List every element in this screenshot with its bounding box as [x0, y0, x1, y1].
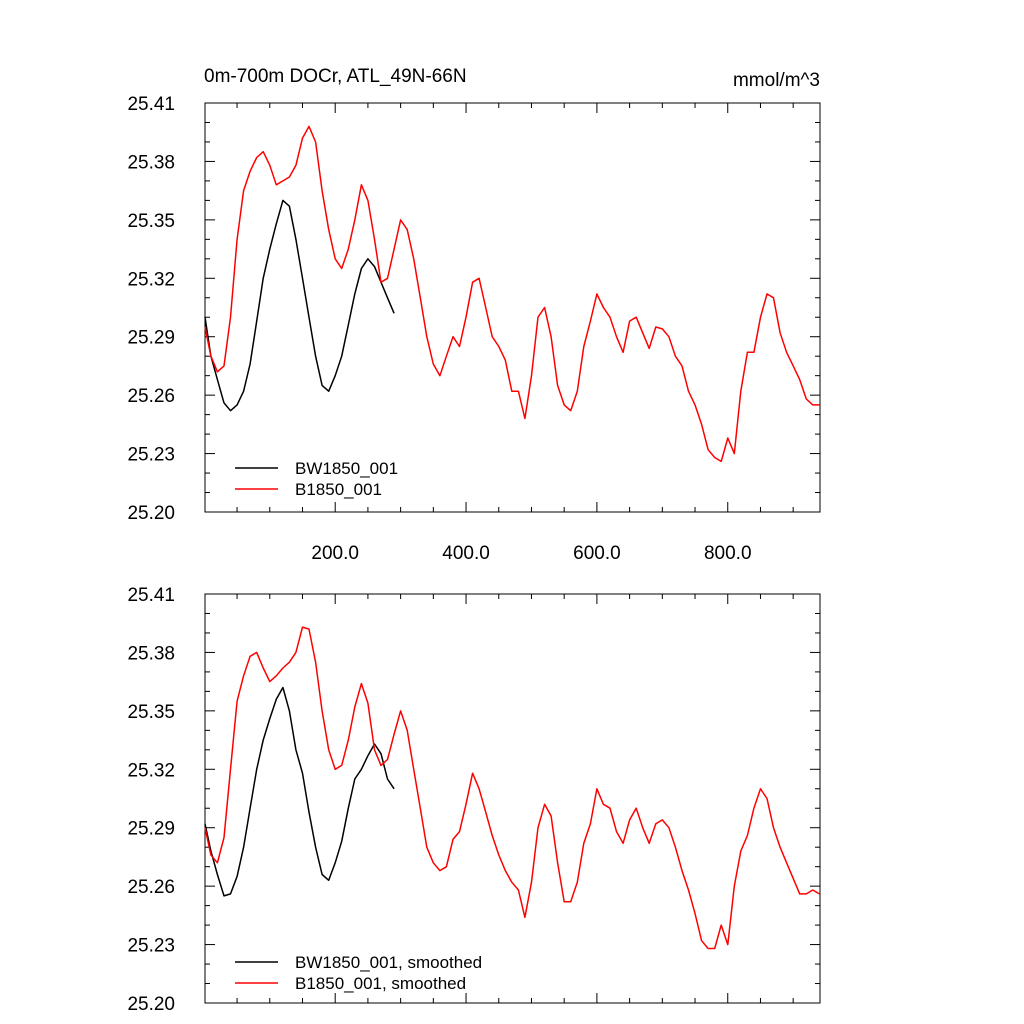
x-tick-label: 800.0 [704, 543, 752, 564]
y-tick-label: 25.38 [127, 643, 175, 664]
y-tick-label: 25.41 [127, 585, 175, 606]
y-tick-label: 25.32 [127, 760, 175, 781]
y-tick-label: 25.35 [127, 211, 175, 232]
y-tick-label: 25.23 [127, 445, 175, 466]
y-tick-label: 25.29 [127, 819, 175, 840]
series-line-1 [204, 199, 395, 412]
series-line-2 [204, 626, 820, 950]
plot-frame [204, 593, 821, 1004]
bottom-panel: 25.20 25.23 25.26 25.29 25.32 25.35 25.38 25.41… [127, 585, 821, 1015]
units-label: mmol/m^3 [733, 70, 820, 91]
top-panel: 25.20 25.23 25.26 25.29 25.32 25.35 25.38 25.41… [127, 94, 821, 564]
y-tick-label: 25.38 [127, 152, 175, 173]
legend-label-2: B1850_001 [295, 480, 382, 499]
x-tick-label: 400.0 [442, 543, 490, 564]
series-line-1 [204, 686, 395, 897]
plot-frame [204, 102, 821, 513]
y-tick-label: 25.41 [127, 94, 175, 115]
y-tick-label: 25.20 [127, 503, 175, 524]
legend-label-1: BW1850_001, smoothed [295, 953, 482, 972]
x-tick-label: 200.0 [311, 543, 359, 564]
x-tick-label: 600.0 [573, 543, 621, 564]
legend-label-1: BW1850_001 [295, 459, 398, 478]
series-line-2 [204, 125, 820, 463]
chart-title: 0m-700m DOCr, ATL_49N-66N [204, 66, 467, 87]
y-tick-label: 25.29 [127, 328, 175, 349]
y-tick-label: 25.23 [127, 936, 175, 957]
y-tick-label: 25.32 [127, 269, 175, 290]
y-tick-label: 25.26 [127, 386, 175, 407]
legend-label-2: B1850_001, smoothed [295, 974, 466, 993]
y-tick-label: 25.20 [127, 994, 175, 1015]
y-tick-label: 25.35 [127, 702, 175, 723]
y-tick-label: 25.26 [127, 877, 175, 898]
